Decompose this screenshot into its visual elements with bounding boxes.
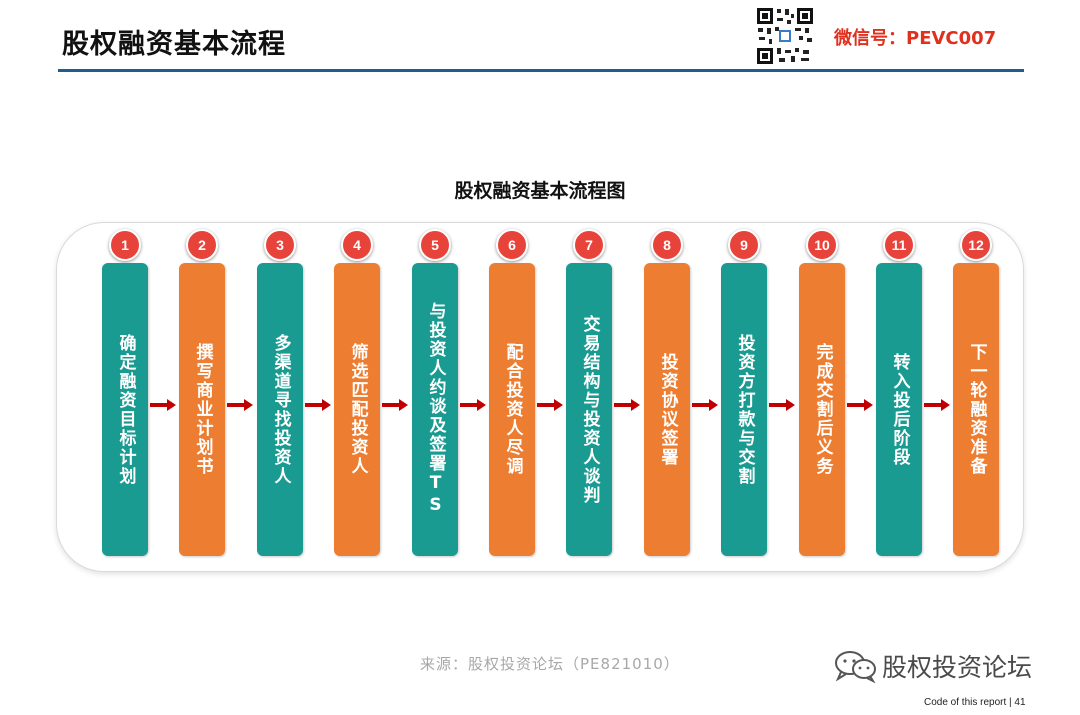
step-number-badge: 10 bbox=[806, 229, 838, 261]
step-number-badge: 7 bbox=[573, 229, 605, 261]
flow-step-box: 完成交割后义务 bbox=[799, 263, 845, 556]
step-number-badge: 11 bbox=[883, 229, 915, 261]
flow-step-label: 撰写商业计划书 bbox=[192, 343, 213, 476]
flow-arrow-icon bbox=[537, 399, 563, 411]
flow-arrow-icon bbox=[460, 399, 486, 411]
flow-step-label: 投资协议签署 bbox=[657, 352, 678, 467]
flow-arrow-icon bbox=[847, 399, 873, 411]
step-number-badge: 5 bbox=[419, 229, 451, 261]
forum-logo: 股权投资论坛 bbox=[834, 648, 1032, 684]
flow-arrow-icon bbox=[924, 399, 950, 411]
step-number-badge: 6 bbox=[496, 229, 528, 261]
header-divider bbox=[58, 69, 1024, 72]
step-number-badge: 3 bbox=[264, 229, 296, 261]
flow-step-label: 配合投资人尽调 bbox=[502, 343, 523, 476]
flow-step-box: 投资方打款与交割 bbox=[721, 263, 767, 556]
flow-step-box: 交易结构与投资人谈判 bbox=[566, 263, 612, 556]
flow-step-label: 多渠道寻找投资人 bbox=[270, 333, 291, 486]
step-number-badge: 9 bbox=[728, 229, 760, 261]
page-footer: Code of this report | 41 bbox=[924, 697, 1026, 708]
step-number-badge: 8 bbox=[651, 229, 683, 261]
flow-step-box: 投资协议签署 bbox=[644, 263, 690, 556]
step-number-badge: 4 bbox=[341, 229, 373, 261]
flow-arrow-icon bbox=[227, 399, 253, 411]
source-note: 来源：股权投资论坛（PE821010） bbox=[420, 655, 680, 673]
step-number-badge: 1 bbox=[109, 229, 141, 261]
flow-step-box: 确定融资目标计划 bbox=[102, 263, 148, 556]
flow-arrow-icon bbox=[150, 399, 176, 411]
flow-arrow-icon bbox=[692, 399, 718, 411]
flow-arrow-icon bbox=[382, 399, 408, 411]
qr-code-icon bbox=[755, 6, 815, 66]
flow-step-box: 筛选匹配投资人 bbox=[334, 263, 380, 556]
flow-arrow-icon bbox=[614, 399, 640, 411]
flow-step-box: 配合投资人尽调 bbox=[489, 263, 535, 556]
flow-step-box: 下一轮融资准备 bbox=[953, 263, 999, 556]
step-number-badge: 2 bbox=[186, 229, 218, 261]
forum-name: 股权投资论坛 bbox=[882, 653, 1033, 682]
flow-step-label: 完成交割后义务 bbox=[812, 343, 833, 476]
flow-step-label: 投资方打款与交割 bbox=[734, 333, 755, 486]
flow-step-label: 与投资人约谈及签署TS bbox=[425, 302, 446, 517]
flow-step-label: 转入投后阶段 bbox=[889, 352, 910, 467]
step-number-badge: 12 bbox=[960, 229, 992, 261]
flow-step-label: 确定融资目标计划 bbox=[115, 333, 136, 486]
flow-step-label: 下一轮融资准备 bbox=[966, 343, 987, 476]
page-title: 股权融资基本流程 bbox=[62, 29, 286, 60]
flow-step-box: 转入投后阶段 bbox=[876, 263, 922, 556]
flow-chart-title: 股权融资基本流程图 bbox=[454, 180, 626, 202]
flow-step-box: 与投资人约谈及签署TS bbox=[412, 263, 458, 556]
flow-step-box: 多渠道寻找投资人 bbox=[257, 263, 303, 556]
flow-step-box: 撰写商业计划书 bbox=[179, 263, 225, 556]
flow-step-label: 交易结构与投资人谈判 bbox=[579, 314, 600, 505]
wechat-icon bbox=[835, 651, 876, 683]
flow-step-label: 筛选匹配投资人 bbox=[347, 343, 368, 476]
wechat-id: 微信号：PEVC007 bbox=[834, 28, 997, 49]
flow-arrow-icon bbox=[769, 399, 795, 411]
flow-arrow-icon bbox=[305, 399, 331, 411]
